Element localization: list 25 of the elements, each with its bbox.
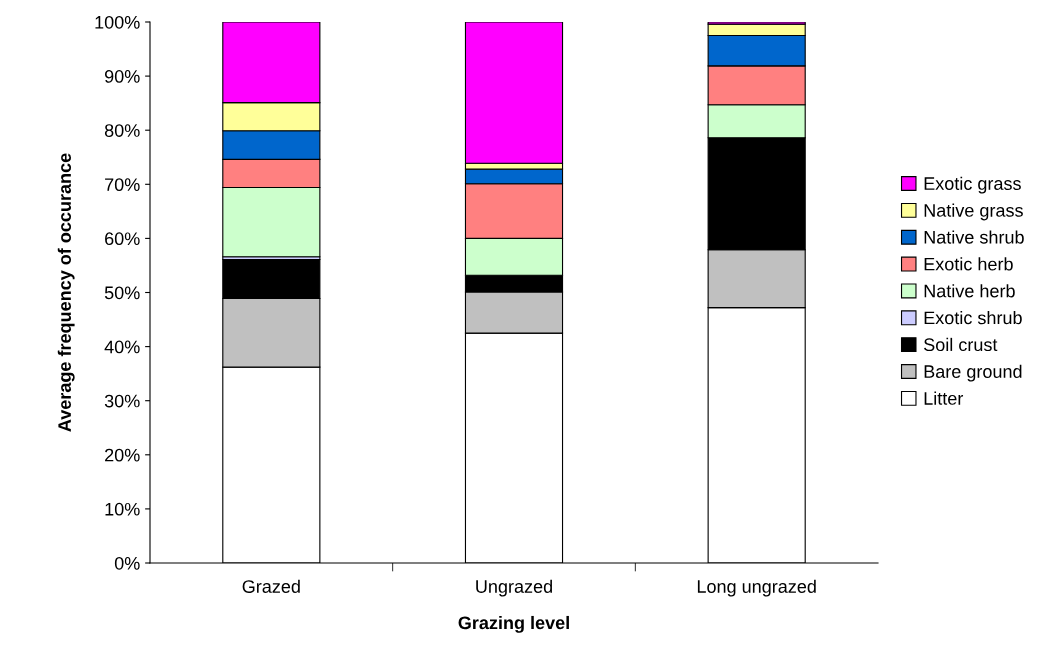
y-tick-label: 60% [105,232,140,246]
y-tick-label: 10% [105,502,140,516]
legend-label: Native shrub [924,230,1024,244]
y-tick-label: 30% [104,394,140,408]
x-tick-label: Long ungrazed [697,579,816,597]
legend-label: Exotic grass [924,176,1021,194]
legend-label: Soil crust [924,337,998,352]
y-tick-label: 90% [104,70,140,83]
y-tick-label: 40% [104,340,140,354]
y-tick-label: 50% [104,286,140,300]
x-tick-label: Grazed [242,579,300,593]
legend-label: Native grass [924,203,1023,221]
y-tick-label: 80% [104,124,140,137]
x-axis-title: Grazing level [458,615,569,633]
y-axis-title: Average frequency of occurance [57,153,75,432]
y-tick-label: 20% [105,448,140,462]
y-tick-label: 0% [114,556,140,570]
x-tick-label: Ungrazed [476,579,552,597]
y-tick-label: 100% [95,15,140,29]
y-tick-label: 70% [105,178,140,192]
legend-label: Exotic herb [924,257,1013,271]
legend-label: Exotic shrub [924,310,1022,325]
legend-label: Litter [924,391,964,405]
legend-label: Bare ground [924,364,1022,382]
legend-label: Native herb [924,284,1015,298]
